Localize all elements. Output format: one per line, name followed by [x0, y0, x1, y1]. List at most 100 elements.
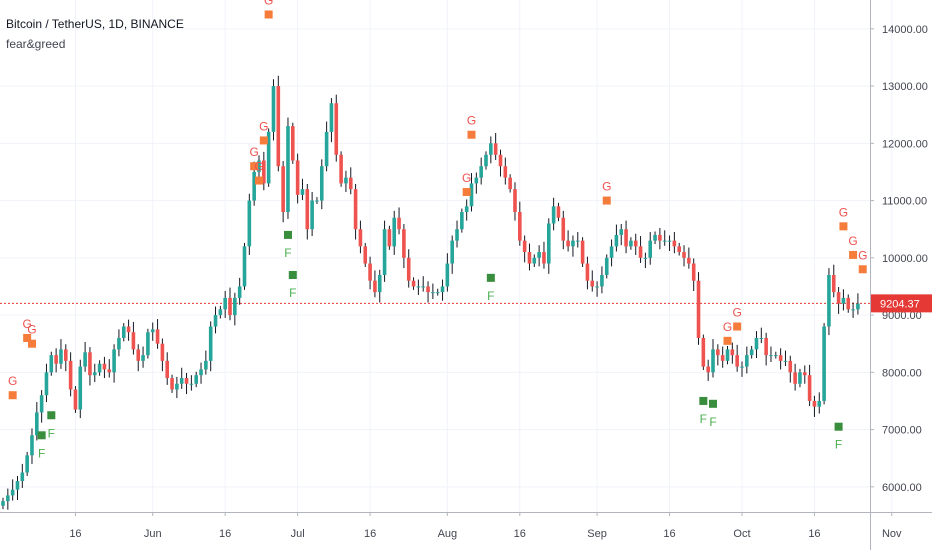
- candle-body: [175, 383, 179, 390]
- candle-body: [348, 177, 353, 190]
- candle-body: [807, 375, 812, 401]
- candle-body: [35, 412, 39, 436]
- candle-body: [469, 183, 474, 207]
- x-tick-label: 16: [364, 528, 376, 540]
- candle-body: [44, 372, 49, 396]
- greed-label: G: [254, 160, 263, 174]
- greed-marker: [733, 322, 742, 331]
- candle-body: [769, 355, 773, 357]
- y-tick-label: 11000.00: [882, 196, 927, 208]
- y-tick-label: 8000.00: [882, 367, 922, 379]
- candle-body: [117, 337, 121, 350]
- candle-body: [20, 472, 25, 482]
- greed-marker: [264, 10, 273, 19]
- candle-body: [455, 229, 459, 241]
- candle-body: [648, 240, 653, 258]
- candle-body: [759, 337, 764, 339]
- candle-body: [706, 366, 710, 373]
- candle-body: [532, 257, 537, 264]
- candle-body: [774, 355, 778, 357]
- y-tick-label: 6000.00: [882, 482, 922, 494]
- candle-body: [136, 349, 141, 361]
- greed-label: G: [22, 317, 31, 331]
- candle-body: [170, 378, 174, 390]
- candle-body: [30, 435, 34, 456]
- candle-body: [334, 103, 339, 155]
- greed-label: G: [602, 180, 611, 194]
- candle-body: [580, 240, 585, 264]
- x-tick-label: 16: [69, 528, 81, 540]
- candle-body: [677, 246, 681, 253]
- candle-body: [450, 240, 454, 264]
- candle-body: [252, 171, 256, 201]
- candle-body: [387, 229, 392, 247]
- candle-body: [286, 126, 290, 213]
- greed-marker: [27, 339, 36, 348]
- x-tick-label: Jul: [291, 528, 305, 540]
- candle-body: [720, 355, 725, 361]
- fear-label: F: [700, 412, 707, 426]
- greed-label: G: [732, 306, 741, 320]
- candle-body: [218, 309, 223, 316]
- candle-body: [479, 166, 483, 178]
- candle-body: [233, 297, 237, 316]
- greed-marker: [8, 391, 17, 400]
- greed-label: G: [858, 248, 867, 262]
- candle-body: [131, 332, 136, 350]
- candle-body: [319, 166, 324, 201]
- candle-body: [812, 400, 817, 407]
- candle-body: [798, 372, 802, 384]
- candle-body: [358, 229, 363, 247]
- fear-label: F: [38, 446, 45, 460]
- candle-body: [600, 274, 604, 287]
- candle-body: [329, 103, 334, 132]
- candle-body: [406, 257, 411, 281]
- candle-body: [179, 378, 184, 384]
- candle-body: [460, 212, 464, 230]
- fear-marker: [283, 230, 292, 239]
- greed-label: G: [723, 320, 732, 334]
- candle-body: [344, 177, 348, 184]
- greed-marker: [462, 187, 471, 196]
- candle-body: [445, 263, 450, 287]
- candle-body: [305, 189, 310, 230]
- candle-body: [411, 280, 416, 287]
- candle-body: [537, 252, 541, 258]
- candle-body: [653, 234, 657, 241]
- candle-body: [262, 160, 266, 184]
- x-tick-label: Oct: [733, 528, 750, 540]
- candle-body: [624, 229, 628, 247]
- candle-body: [165, 360, 170, 379]
- candle-body: [39, 395, 44, 413]
- fear-label: F: [48, 426, 55, 440]
- candle-body: [208, 326, 213, 361]
- candle-body: [735, 355, 739, 367]
- candle-body: [754, 337, 759, 350]
- candle-body: [682, 252, 686, 258]
- candle-body: [484, 154, 488, 167]
- candle-body: [73, 389, 78, 410]
- candle-body: [54, 355, 58, 364]
- candle-body: [725, 349, 730, 361]
- candle-body: [498, 154, 503, 167]
- candle-body: [817, 400, 822, 407]
- candle-body: [764, 337, 768, 356]
- fear-marker: [288, 270, 297, 279]
- candle-body: [257, 160, 261, 172]
- candle-body: [92, 372, 97, 376]
- candle-body: [638, 246, 643, 258]
- candle-body: [237, 286, 242, 298]
- candle-body: [112, 349, 116, 373]
- candle-body: [464, 206, 469, 213]
- candle-body: [189, 383, 194, 385]
- candle-body: [141, 355, 145, 361]
- candle-body: [184, 378, 189, 384]
- candle-body: [339, 154, 343, 184]
- candle-body: [474, 177, 479, 184]
- fear-label: F: [709, 415, 716, 429]
- candle-body: [25, 455, 29, 473]
- candle-body: [363, 246, 368, 264]
